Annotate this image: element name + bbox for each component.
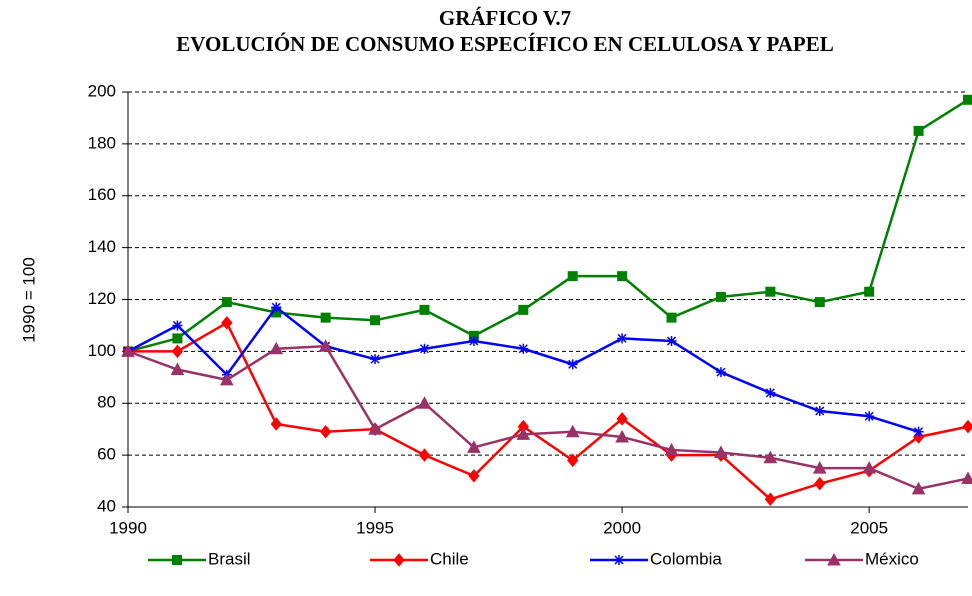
data-point [715, 367, 726, 378]
y-tick-label: 80 [97, 393, 116, 412]
legend-label: Chile [430, 549, 469, 568]
data-point [121, 344, 135, 357]
data-point [467, 440, 481, 453]
data-point [764, 492, 777, 507]
data-point [714, 445, 728, 459]
series-line [127, 305, 919, 433]
data-point [814, 406, 825, 417]
series-line [128, 321, 969, 501]
data-point [221, 297, 232, 308]
data-point [812, 461, 827, 474]
chart-title: GRÁFICO V.7 [439, 6, 571, 30]
data-point [170, 362, 185, 376]
data-point [320, 312, 331, 323]
data-point [565, 424, 580, 438]
legend-marker [172, 555, 182, 565]
data-point [961, 471, 972, 484]
data-point [862, 461, 877, 474]
data-point [864, 286, 875, 297]
data-point [417, 396, 432, 409]
x-tick-label: 2005 [850, 518, 888, 537]
legend-label: Brasil [208, 549, 251, 568]
data-point [765, 286, 776, 297]
legend-label: México [865, 549, 919, 568]
y-axis-label: 1990 = 100 [19, 257, 38, 343]
data-point [518, 343, 529, 354]
data-point [171, 344, 184, 359]
data-point [270, 417, 282, 431]
data-point [468, 336, 479, 346]
data-point [418, 448, 431, 462]
series-line [127, 98, 969, 353]
data-point [615, 429, 629, 443]
y-tick-label: 160 [88, 185, 116, 204]
data-point [271, 302, 282, 313]
data-point [516, 427, 531, 440]
data-point [567, 271, 578, 282]
legend-marker [614, 555, 624, 565]
chart-subtitle: EVOLUCIÓN DE CONSUMO ESPECÍFICO EN CELUL… [176, 32, 833, 56]
series-line [127, 344, 969, 491]
x-tick-label: 1995 [356, 518, 394, 537]
data-point [617, 271, 628, 282]
data-point [468, 469, 480, 483]
data-point [616, 412, 628, 426]
data-point [962, 419, 972, 434]
data-point [913, 125, 924, 136]
data-point [567, 359, 578, 370]
legend-marker [393, 553, 405, 567]
x-tick-label: 2000 [603, 518, 641, 537]
y-tick-label: 180 [88, 133, 116, 152]
y-tick-label: 40 [97, 496, 116, 515]
data-point [814, 297, 825, 308]
data-point [911, 481, 926, 495]
data-point [419, 304, 430, 315]
data-point [765, 387, 776, 398]
data-point [666, 336, 677, 346]
data-point [370, 354, 381, 365]
data-point [666, 312, 677, 323]
data-point [567, 453, 579, 468]
data-point [664, 442, 679, 456]
data-point [617, 333, 628, 344]
y-tick-label: 60 [97, 445, 116, 464]
data-point [221, 316, 233, 330]
y-tick-label: 120 [88, 289, 116, 308]
data-point [269, 341, 284, 355]
data-point [172, 333, 183, 344]
data-point [913, 426, 924, 437]
data-point [715, 291, 726, 302]
data-point [319, 424, 332, 439]
data-point [814, 476, 826, 491]
data-point [219, 372, 234, 386]
y-tick-label: 140 [88, 237, 116, 256]
data-point [518, 304, 529, 315]
data-point [963, 94, 972, 105]
y-tick-label: 100 [88, 341, 116, 360]
x-tick-label: 1990 [109, 518, 147, 537]
data-point [368, 422, 382, 435]
y-tick-label: 200 [88, 81, 116, 100]
data-point [172, 320, 183, 331]
legend-marker [827, 552, 841, 566]
data-point [763, 450, 778, 464]
data-point [864, 411, 875, 422]
data-point [419, 343, 430, 354]
legend-label: Colombia [650, 549, 722, 568]
data-point [318, 339, 333, 352]
data-point [370, 315, 381, 326]
